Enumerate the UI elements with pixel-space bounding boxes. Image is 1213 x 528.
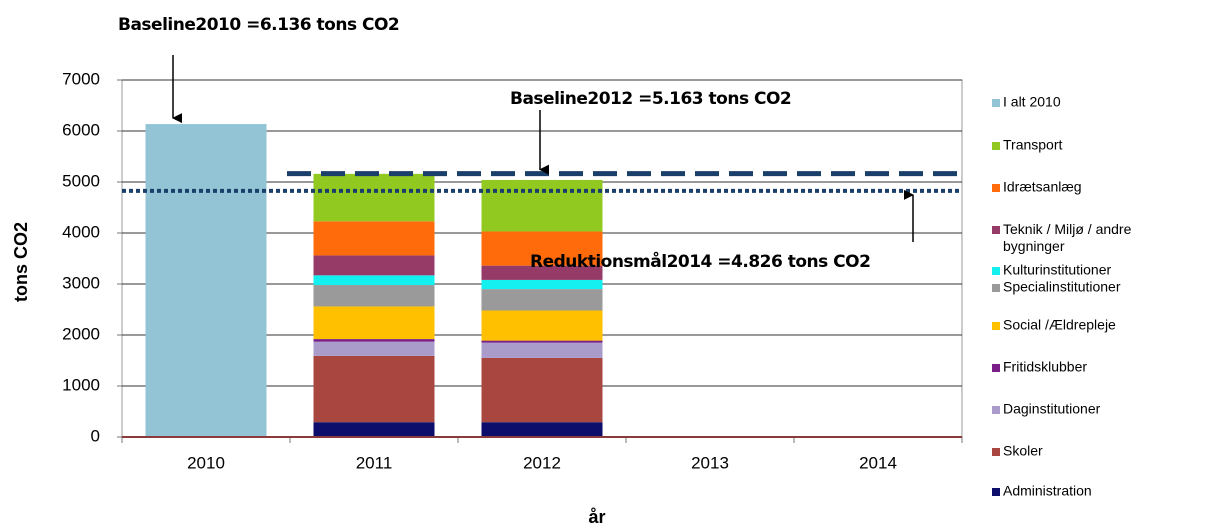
legend-swatch xyxy=(992,184,1000,192)
bar-segment xyxy=(481,289,603,311)
bar-segment xyxy=(313,422,435,437)
bar-segment xyxy=(481,310,603,341)
y-tick-label: 4000 xyxy=(62,222,100,241)
x-tick-label: 2010 xyxy=(187,453,225,472)
x-tick-label: 2011 xyxy=(356,453,393,472)
legend-label: Teknik / Miljø / andre bygninger xyxy=(1003,221,1132,254)
legend-swatch xyxy=(992,488,1000,496)
legend-swatch xyxy=(992,284,1000,292)
y-tick-label: 3000 xyxy=(62,273,100,292)
legend-swatch xyxy=(992,322,1000,330)
legend-label: I alt 2010 xyxy=(1003,94,1061,110)
legend-label: Kulturinstitutioner xyxy=(1003,262,1112,278)
bar-segment xyxy=(481,340,603,343)
legend-label: Administration xyxy=(1003,483,1092,499)
bar-segment xyxy=(313,275,435,286)
x-tick-label: 2014 xyxy=(859,453,897,472)
bar-segment xyxy=(481,179,603,232)
legend-label: Fritidsklubber xyxy=(1003,359,1087,375)
legend-swatch xyxy=(992,406,1000,414)
annotation: Baseline2010 =6.136 tons CO2 xyxy=(118,15,399,35)
bar-segment xyxy=(481,279,603,290)
bar-segment xyxy=(313,173,435,222)
bar-segment xyxy=(313,221,435,256)
bar-segment xyxy=(313,306,435,340)
bar-segment xyxy=(313,341,435,356)
bar-segment xyxy=(313,285,435,307)
bar-segment xyxy=(481,231,603,266)
legend-swatch xyxy=(992,267,1000,275)
legend-swatch xyxy=(992,99,1000,107)
y-tick-label: 7000 xyxy=(62,69,100,88)
x-axis-label: år xyxy=(588,507,605,527)
legend-label: Transport xyxy=(1003,137,1063,153)
y-tick-label: 1000 xyxy=(62,375,100,394)
annotation: Baseline2012 =5.163 tons CO2 xyxy=(510,89,791,109)
bar-segment xyxy=(481,422,603,437)
legend-label: Idrætsanlæg xyxy=(1003,179,1082,195)
legend-label: Specialinstitutioner xyxy=(1003,279,1121,295)
y-axis-label: tons CO2 xyxy=(11,222,31,302)
bar-segment xyxy=(313,355,435,423)
bar-segment xyxy=(145,124,267,438)
legend-label: Skoler xyxy=(1003,443,1043,459)
bar-segment xyxy=(481,357,603,423)
y-tick-label: 5000 xyxy=(62,171,100,190)
legend-swatch xyxy=(992,142,1000,150)
bar-segment xyxy=(481,265,603,280)
y-tick-label: 0 xyxy=(91,426,100,445)
legend-swatch xyxy=(992,448,1000,456)
bar-segment xyxy=(481,342,603,358)
legend-swatch xyxy=(992,226,1000,234)
bar-segment xyxy=(313,255,435,276)
bar-segment xyxy=(313,339,435,342)
y-tick-label: 6000 xyxy=(62,120,100,139)
annotation: Reduktionsmål2014 =4.826 tons CO2 xyxy=(530,250,870,272)
x-tick-label: 2013 xyxy=(691,453,729,472)
legend-label: Daginstitutioner xyxy=(1003,401,1101,417)
x-tick-label: 2012 xyxy=(523,453,561,472)
legend-swatch xyxy=(992,364,1000,372)
legend-label: Social /Ældrepleje xyxy=(1003,317,1116,333)
y-tick-label: 2000 xyxy=(62,324,100,343)
